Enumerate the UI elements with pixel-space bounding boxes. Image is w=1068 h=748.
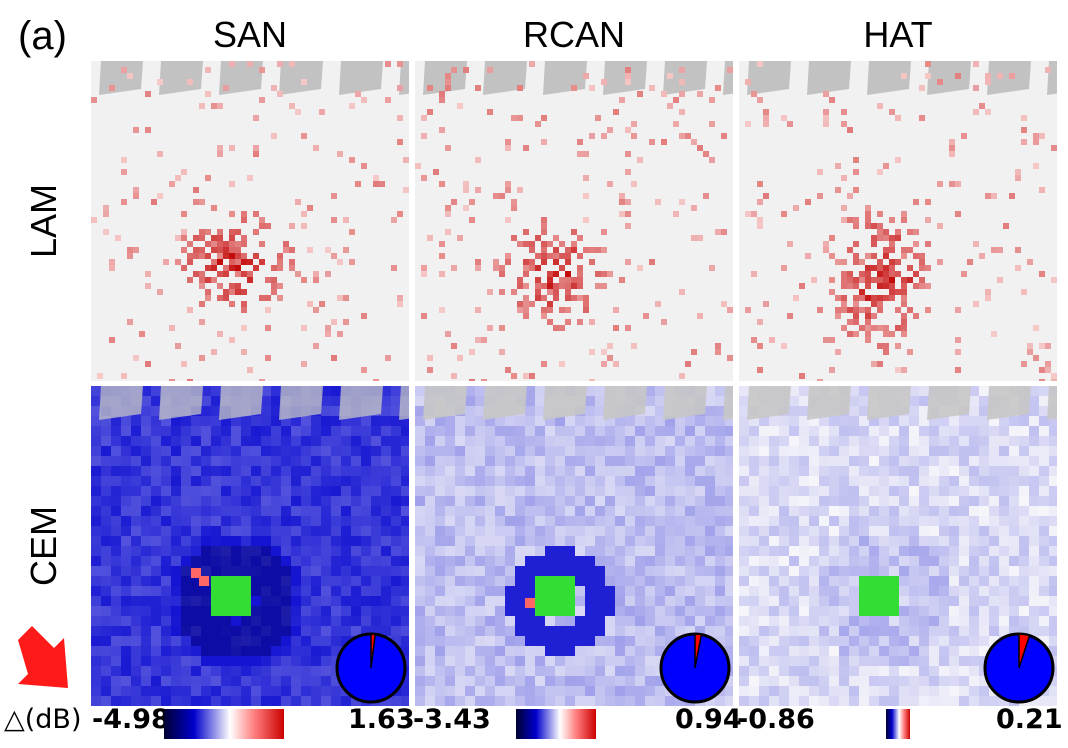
column-title-rcan: RCAN [522,14,625,55]
arrow-icon [18,626,68,688]
column-title-san: SAN [212,14,288,55]
delta-db-label: △(dB) [4,704,82,735]
colorbar-max-rcan: 0.94 [675,704,742,735]
attribution-pixels [745,61,1057,381]
colorbar-min-rcan: -3.43 [413,704,491,735]
attribution-pixels [415,61,733,381]
contribution-pie [335,632,407,704]
background-stripes [747,386,1057,420]
contribution-pie [659,632,731,704]
background-stripes [423,386,733,420]
colorbar-san [164,709,284,739]
positive-pixel [199,576,209,586]
colorbar-max-hat: 0.21 [996,704,1063,735]
cem-map-san [91,386,409,706]
cem-map-hat [739,386,1057,706]
colorbar-rcan [516,709,596,739]
target-patch [211,576,251,616]
lam-map-san [91,61,409,381]
colorbar-min-san: -4.98 [92,704,170,735]
positive-pixel [525,598,535,608]
row-title-cem: CEM [23,506,64,586]
lam-map-hat [739,61,1057,381]
colorbar-hat [886,709,910,739]
target-patch [859,576,899,616]
positive-pixel [191,568,201,578]
row-title-lam: LAM [23,183,64,259]
target-patch [535,576,575,616]
attribution-pixels [91,61,409,381]
background-stripes [99,386,409,420]
contribution-pie [983,632,1055,704]
panel-label: (a) [18,14,67,58]
lam-map-rcan [415,61,733,381]
colorbar-max-san: 1.63 [348,704,415,735]
colorbar-min-hat: -0.86 [737,704,815,735]
column-title-hat: HAT [863,14,933,55]
cem-map-rcan [415,386,733,706]
contribution-pixels [739,386,1057,706]
